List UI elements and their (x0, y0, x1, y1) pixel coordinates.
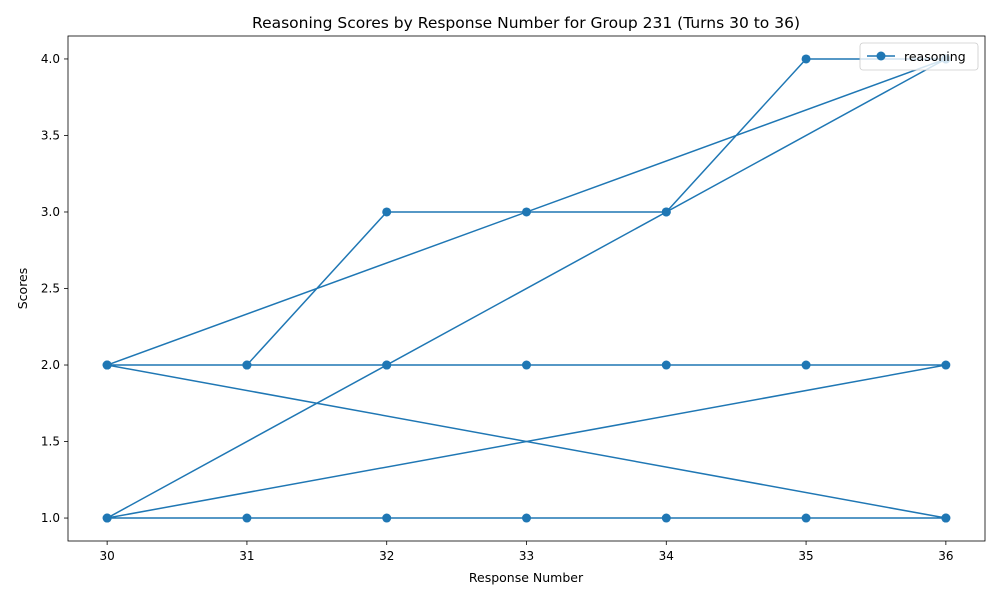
data-point (941, 360, 951, 370)
chart-title: Reasoning Scores by Response Number for … (252, 14, 800, 32)
y-axis-label: Scores (15, 268, 30, 310)
y-tick-label: 2.5 (41, 282, 60, 296)
x-axis-ticks: 30 31 32 33 34 35 36 (99, 541, 954, 563)
data-point (102, 360, 112, 370)
y-tick-label: 3.5 (41, 128, 60, 142)
x-tick-label: 33 (519, 549, 534, 563)
data-point (801, 513, 811, 523)
data-point (522, 360, 531, 370)
data-point (522, 207, 531, 217)
x-axis-label: Response Number (469, 570, 584, 585)
data-point (242, 360, 252, 370)
y-tick-label: 4.0 (41, 52, 60, 66)
y-axis-ticks: 1.0 1.5 2.0 2.5 3.0 3.5 4.0 (41, 52, 68, 525)
x-tick-label: 31 (239, 549, 254, 563)
x-tick-label: 36 (938, 549, 953, 563)
legend: reasoning (859, 42, 979, 71)
legend-box (859, 42, 979, 71)
series-layer (102, 54, 951, 523)
data-point (382, 360, 392, 370)
data-point (242, 513, 252, 523)
data-point (941, 513, 951, 523)
legend-marker (876, 51, 886, 61)
legend-entry: reasoning (904, 49, 966, 64)
data-point (382, 513, 392, 523)
x-tick-label: 34 (659, 549, 674, 563)
data-point (661, 207, 671, 217)
data-point (102, 513, 112, 523)
x-tick-label: 32 (379, 549, 394, 563)
data-point (382, 207, 392, 217)
y-tick-label: 3.0 (41, 205, 60, 219)
plot-frame (67, 35, 986, 542)
y-tick-label: 1.5 (41, 435, 60, 449)
data-point (801, 360, 811, 370)
y-tick-label: 2.0 (41, 358, 60, 372)
x-tick-label: 30 (99, 549, 114, 563)
data-point (522, 513, 531, 523)
data-point (661, 360, 671, 370)
data-point (661, 513, 671, 523)
data-point (801, 54, 811, 64)
x-tick-label: 35 (798, 549, 813, 563)
y-tick-label: 1.0 (41, 511, 60, 525)
